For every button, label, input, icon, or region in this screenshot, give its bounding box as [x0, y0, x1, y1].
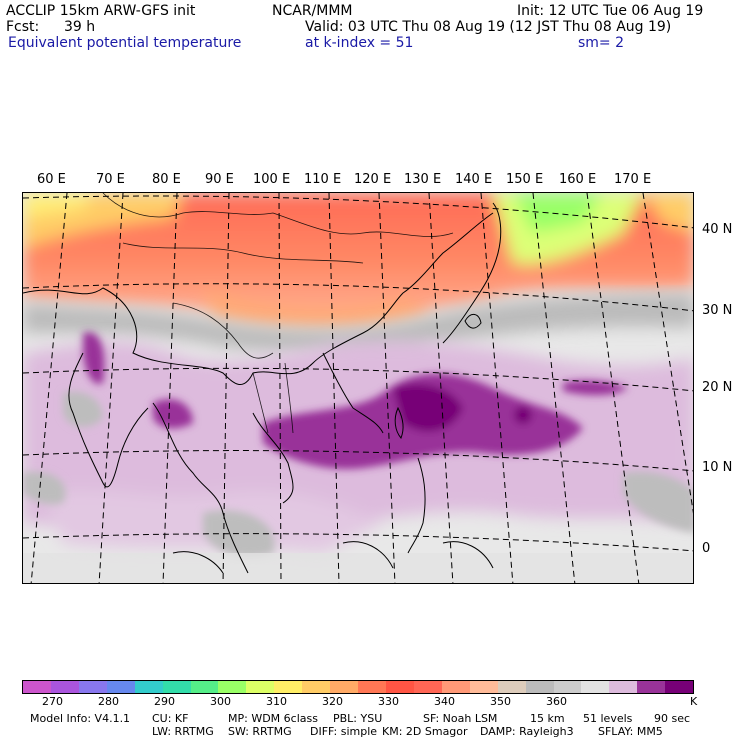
colorbar-swatch: [553, 681, 582, 693]
colorbar-swatch: [50, 681, 79, 693]
colorbar-tick: 270: [42, 695, 63, 708]
lat-label: 10 N: [702, 460, 733, 475]
valid-time: Valid: 03 UTC Thu 08 Aug 19 (12 JST Thu …: [305, 19, 672, 35]
colorbar-swatch: [609, 681, 638, 693]
sw-info: SW: RRTMG: [228, 725, 292, 738]
lw-info: LW: RRTMG: [152, 725, 214, 738]
diff-info: DIFF: simple: [310, 725, 378, 738]
lat-label: 40 N: [702, 222, 733, 237]
lon-label: 70 E: [96, 172, 125, 187]
colorbar-tick: 300: [210, 695, 231, 708]
init-time: Init: 12 UTC Tue 06 Aug 19: [517, 3, 704, 19]
colorbar-tick: 330: [378, 695, 399, 708]
colorbar-tick: 340: [434, 695, 455, 708]
resolution-info: 15 km: [530, 712, 565, 725]
lon-label: 170 E: [614, 172, 652, 187]
km-info: KM: 2D Smagor: [382, 725, 468, 738]
lon-label: 100 E: [253, 172, 291, 187]
colorbar-swatch: [413, 681, 442, 693]
colorbar: [22, 680, 694, 694]
country-borders: [102, 193, 454, 434]
model-title: ACCLIP 15km ARW-GFS init: [6, 3, 196, 19]
colorbar-swatch: [665, 681, 694, 693]
colorbar-swatch: [218, 681, 247, 693]
lat-label: 20 N: [702, 380, 733, 395]
lon-label: 80 E: [152, 172, 181, 187]
lon-label: 150 E: [506, 172, 544, 187]
field-name: Equivalent potential temperature: [8, 35, 242, 51]
colorbar-swatch: [637, 681, 666, 693]
northern-band: [23, 193, 693, 329]
sflay-info: SFLAY: MM5: [598, 725, 663, 738]
pbl-info: PBL: YSU: [333, 712, 383, 725]
timestep-info: 90 sec: [654, 712, 691, 725]
colorbar-tick: 360: [546, 695, 567, 708]
model-info: Model Info: V4.1.1: [30, 712, 131, 725]
colorbar-swatch: [497, 681, 526, 693]
colorbar-tick: 290: [154, 695, 175, 708]
colorbar-swatch: [525, 681, 554, 693]
lat-label: 30 N: [702, 303, 733, 318]
coastlines: [23, 202, 502, 574]
colorbar-tick: 350: [490, 695, 511, 708]
colorbar-swatch: [246, 681, 275, 693]
colorbar-tick: 280: [98, 695, 119, 708]
fcst-value: 39 h: [64, 19, 96, 35]
colorbar-swatch: [469, 681, 498, 693]
lon-label: 60 E: [37, 172, 66, 187]
colorbar-swatch: [274, 681, 303, 693]
org-label: NCAR/MMM: [272, 3, 353, 19]
colorbar-tick: 320: [322, 695, 343, 708]
colorbar-tick: 310: [266, 695, 287, 708]
deep-purple-core: [83, 332, 628, 469]
colorbar-unit: K: [690, 695, 698, 708]
lon-label: 130 E: [404, 172, 442, 187]
cu-info: CU: KF: [152, 712, 189, 725]
sf-info: SF: Noah LSM: [423, 712, 498, 725]
level-label: at k-index = 51: [305, 35, 414, 51]
colorbar-swatch: [441, 681, 470, 693]
lon-label: 160 E: [559, 172, 597, 187]
map-canvas: [23, 193, 693, 583]
lon-label: 110 E: [304, 172, 342, 187]
colorbar-swatch: [134, 681, 163, 693]
theta-e-map: [22, 192, 694, 584]
lon-label: 140 E: [455, 172, 493, 187]
mp-info: MP: WDM 6class: [228, 712, 318, 725]
colorbar-swatch: [358, 681, 386, 693]
colorbar-swatch: [78, 681, 107, 693]
fcst-label: Fcst:: [6, 19, 40, 35]
smooth-label: sm= 2: [578, 35, 625, 51]
lon-label: 120 E: [354, 172, 392, 187]
colorbar-swatch: [106, 681, 135, 693]
colorbar-swatch: [190, 681, 219, 693]
colorbar-swatch: [23, 681, 51, 693]
lon-label: 90 E: [205, 172, 234, 187]
colorbar-swatch: [162, 681, 191, 693]
damp-info: DAMP: Rayleigh3: [480, 725, 574, 738]
colorbar-swatch: [385, 681, 414, 693]
colorbar-swatch: [302, 681, 331, 693]
lat-label: 0: [702, 541, 711, 556]
colorbar-swatch: [581, 681, 610, 693]
levels-info: 51 levels: [583, 712, 633, 725]
colorbar-swatch: [330, 681, 359, 693]
